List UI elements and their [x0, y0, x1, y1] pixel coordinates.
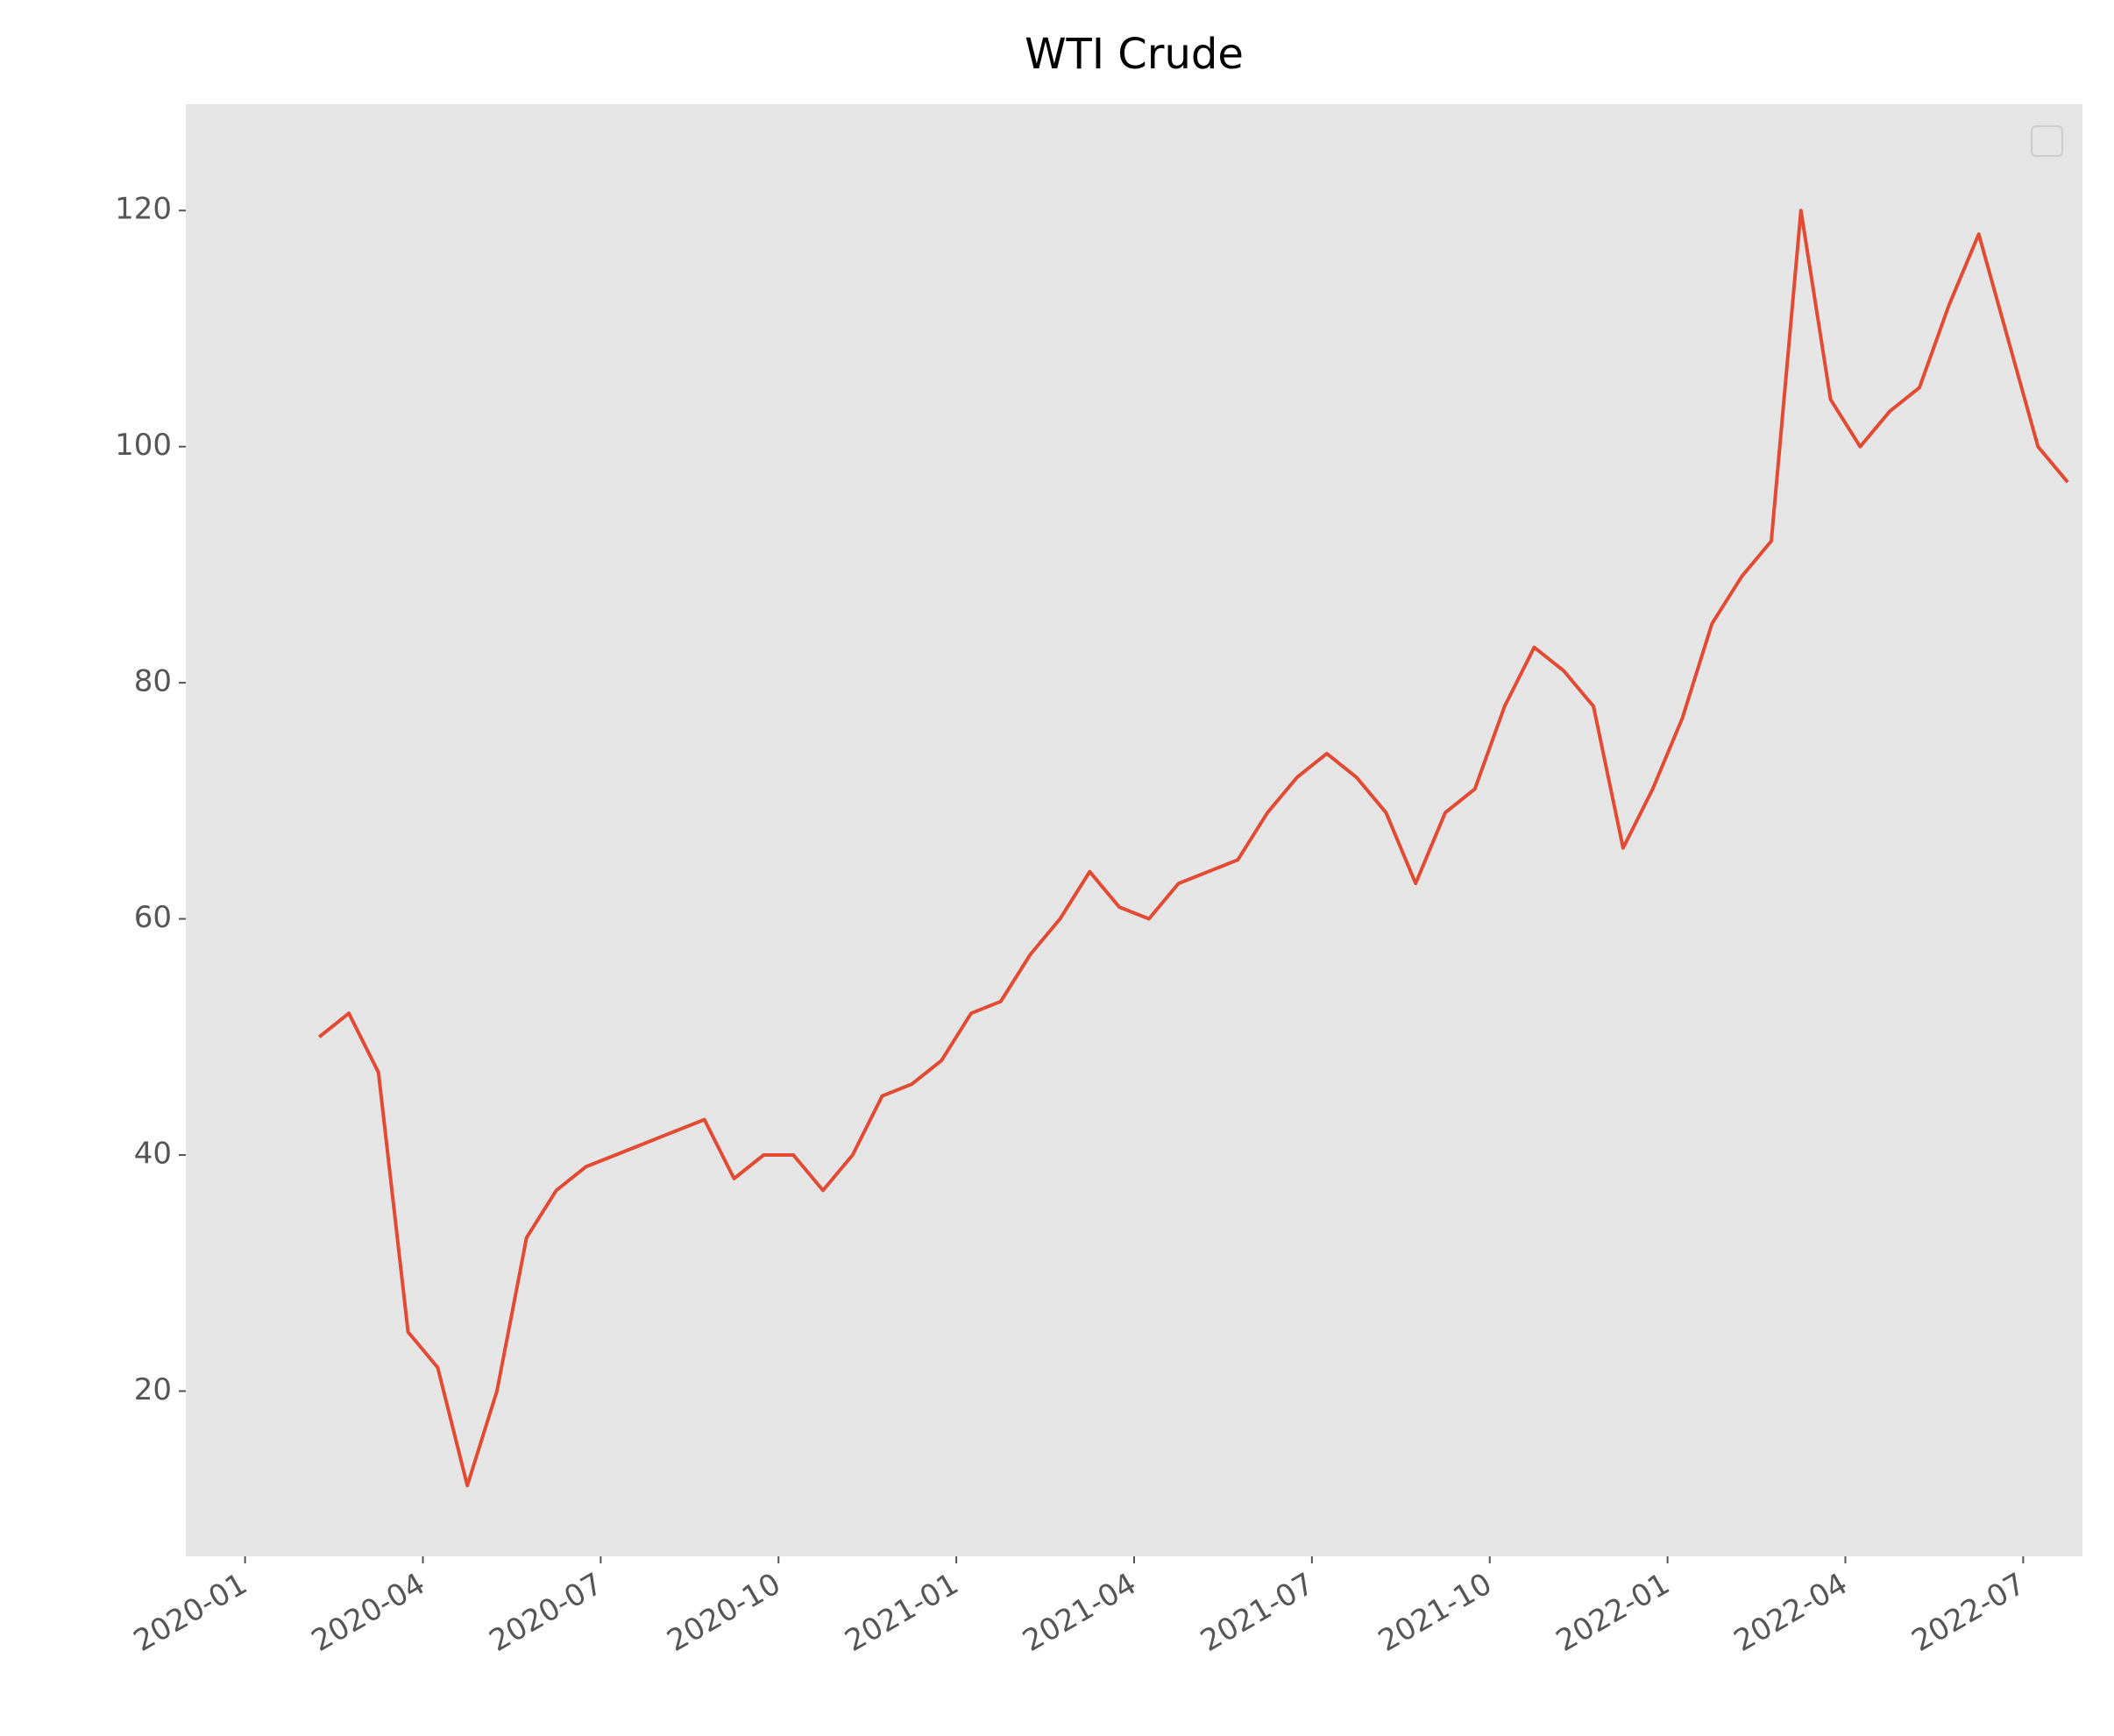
x-tick-label: 2022-01 — [1550, 1566, 1676, 1659]
x-tick-label: 2021-07 — [1195, 1566, 1320, 1659]
x-tick-label: 2020-04 — [306, 1566, 431, 1659]
y-tick-label: 20 — [134, 1372, 172, 1407]
y-tick-label: 40 — [134, 1136, 172, 1171]
x-tick-label: 2021-10 — [1373, 1566, 1498, 1659]
x-tick-label: 2021-01 — [839, 1566, 964, 1659]
x-tick-label: 2021-04 — [1017, 1566, 1142, 1659]
x-tick-label: 2022-07 — [1906, 1566, 2032, 1659]
y-tick-label: 120 — [115, 192, 172, 227]
legend — [2031, 125, 2063, 157]
plot-area — [186, 104, 2082, 1556]
x-tick-label: 2022-04 — [1728, 1566, 1854, 1659]
x-tick-label: 2020-01 — [128, 1566, 253, 1659]
y-tick-label: 80 — [134, 664, 172, 699]
chart-title: WTI Crude — [1025, 30, 1244, 79]
price-line — [317, 209, 2069, 1488]
y-tick-label: 100 — [115, 428, 172, 463]
x-tick-label: 2020-07 — [484, 1566, 609, 1659]
x-tick-label: 2020-10 — [661, 1566, 786, 1659]
y-tick-label: 60 — [134, 900, 172, 935]
